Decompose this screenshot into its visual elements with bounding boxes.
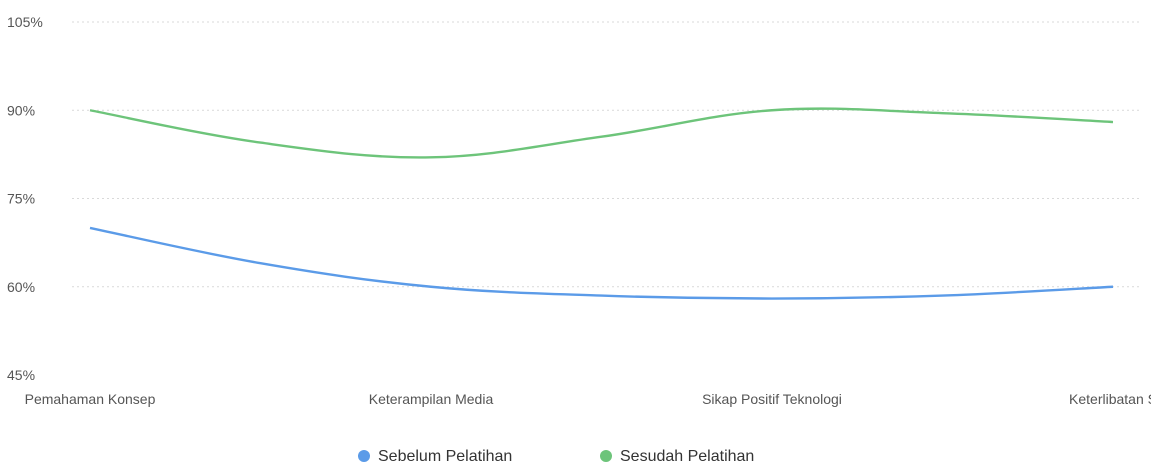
x-tick-label: Keterlibatan S [1069, 391, 1151, 407]
legend: Sebelum Pelatihan Sesudah Pelatihan [358, 448, 754, 465]
y-tick-label: 105% [7, 14, 43, 30]
grid-lines [72, 21, 1140, 288]
legend-label: Sebelum Pelatihan [378, 448, 512, 465]
x-tick-label: Pemahaman Konsep [25, 391, 156, 407]
legend-label: Sesudah Pelatihan [620, 448, 754, 465]
series-lines [89, 107, 1114, 300]
y-tick-label: 45% [7, 367, 35, 383]
legend-item[interactable]: Sebelum Pelatihan [358, 448, 512, 465]
y-axis-tick-labels: 105% 90% 75% 60% 45% [7, 14, 43, 383]
series-line-1 [89, 226, 1114, 300]
y-tick-label: 60% [7, 279, 35, 295]
legend-marker [600, 450, 612, 462]
x-tick-label: Sikap Positif Teknologi [702, 391, 842, 407]
legend-marker [358, 450, 370, 462]
series-line-2 [89, 107, 1114, 159]
x-tick-label: Keterampilan Media [369, 391, 494, 407]
y-tick-label: 90% [7, 102, 35, 118]
legend-item[interactable]: Sesudah Pelatihan [600, 448, 754, 465]
x-axis-tick-labels: Pemahaman Konsep Keterampilan Media Sikap … [25, 391, 1151, 407]
y-tick-label: 75% [7, 191, 35, 207]
